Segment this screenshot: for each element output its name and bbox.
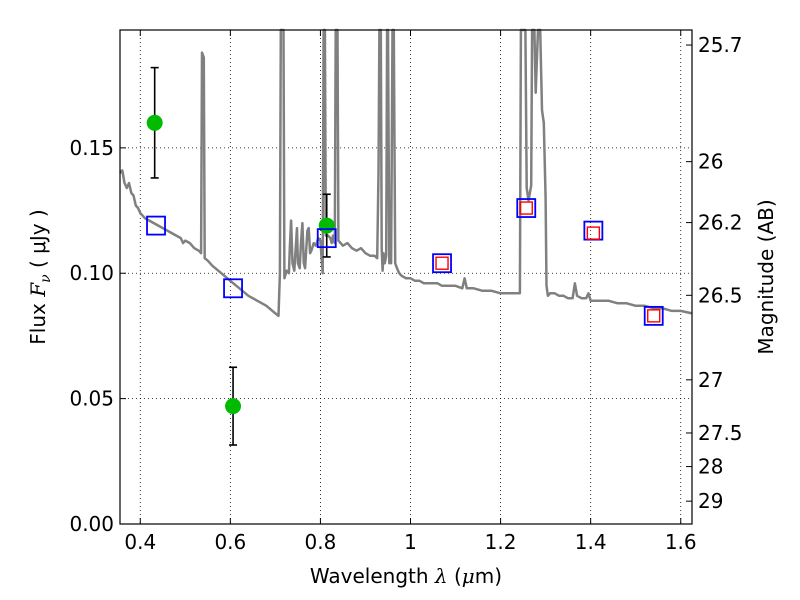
limit-square (647, 309, 661, 323)
limit-square (435, 256, 449, 270)
model-photometry-square (316, 228, 337, 249)
markers (146, 66, 664, 446)
plot-frame (119, 29, 693, 525)
mag-tick-label: 25.7 (698, 33, 743, 57)
y-axis-title: Flux Fν ( μJy ) (26, 209, 54, 344)
model-photometry-square (223, 278, 243, 299)
observed-point (225, 398, 242, 415)
x-tick-label: 0.4 (124, 530, 156, 554)
y-tick-label: 0.05 (69, 387, 114, 411)
y2-axis-title: Magnitude (AB) (754, 199, 778, 354)
mag-tick-label: 26.5 (698, 283, 743, 307)
y-tick-label: 0.10 (69, 261, 114, 285)
x-axis-title: Wavelength λ (μm) (310, 564, 502, 588)
x-tick-label: 1 (404, 530, 417, 554)
y-tick-label: 0.00 (69, 512, 114, 536)
mag-tick-label: 28 (698, 455, 723, 479)
limit-square (519, 201, 533, 215)
mag-tick-label: 27.5 (698, 421, 743, 445)
ticks: 0.4 0.6 0.8 1 1.2 1.4 1.6 0.00 0.05 0.10 0.15 25.7 2… (69, 30, 743, 554)
observed-point (318, 217, 335, 234)
mag-tick-label: 27 (698, 368, 723, 392)
spectrum-line (119, 28, 693, 318)
y-tick-label: 0.15 (69, 136, 114, 160)
limit-square (586, 226, 601, 240)
x-tick-label: 0.6 (214, 530, 246, 554)
x-tick-label: 1.4 (575, 530, 607, 554)
mag-tick-label: 26.2 (698, 211, 743, 235)
observed-point (146, 114, 163, 131)
model-photometry-square (516, 198, 537, 218)
x-tick-label: 1.6 (665, 530, 697, 554)
x-tick-label: 1.2 (485, 530, 517, 554)
model-photometry-square (432, 253, 452, 274)
plot-series (119, 28, 693, 318)
mag-tick-label: 29 (698, 489, 723, 513)
model-photometry-square (643, 305, 664, 326)
mag-tick-label: 26 (698, 150, 723, 174)
model-photometry-square (146, 215, 166, 236)
x-tick-label: 0.8 (305, 530, 337, 554)
